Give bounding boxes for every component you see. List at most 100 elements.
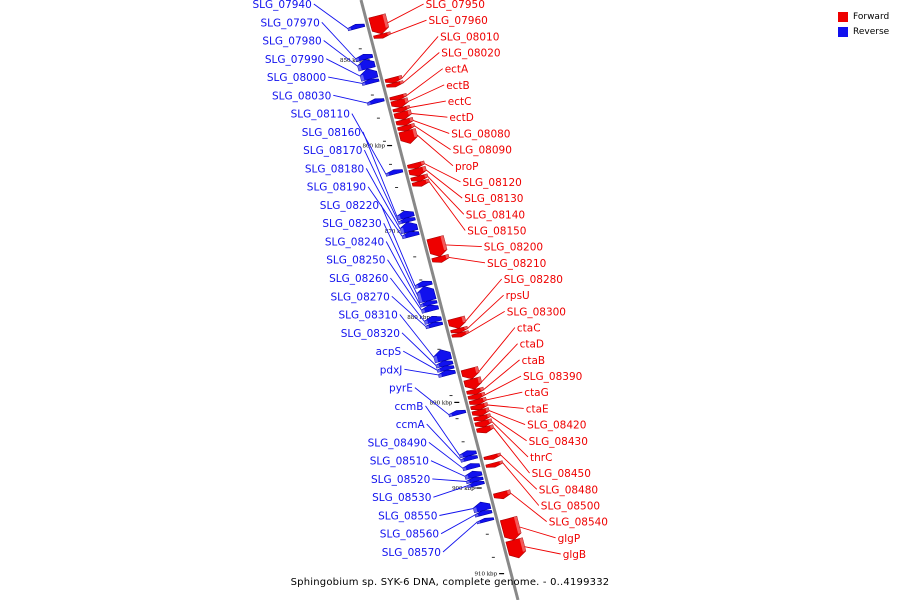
gene-arrow-slg-08110[interactable] bbox=[385, 169, 404, 177]
gene-arrow-slg-08140[interactable] bbox=[410, 173, 429, 182]
gene-arrow-ectb[interactable] bbox=[390, 97, 409, 108]
gene-label-prop[interactable]: proP bbox=[455, 161, 479, 173]
gene-label-slg-08020[interactable]: SLG_08020 bbox=[441, 48, 500, 60]
gene-label-thrc[interactable]: thrC bbox=[530, 452, 552, 464]
gene-arrow-slg-08180[interactable] bbox=[399, 221, 419, 235]
gene-label-pdxj[interactable]: pdxJ bbox=[380, 364, 403, 376]
gene-arrow-thrc[interactable] bbox=[474, 418, 493, 428]
gene-label-ctae[interactable]: ctaE bbox=[526, 403, 549, 415]
gene-arrow-slg-07970[interactable] bbox=[355, 53, 374, 62]
gene-label-slg-08190[interactable]: SLG_08190 bbox=[307, 182, 366, 194]
gene-label-slg-08160[interactable]: SLG_08160 bbox=[302, 127, 361, 139]
gene-label-slg-08420[interactable]: SLG_08420 bbox=[527, 420, 586, 432]
gene-label-ctac[interactable]: ctaC bbox=[517, 323, 541, 335]
gene-arrow-rpsu[interactable] bbox=[450, 325, 469, 334]
gene-label-slg-08500[interactable]: SLG_08500 bbox=[541, 501, 600, 513]
gene-arrow-slg-08240[interactable] bbox=[419, 300, 438, 308]
gene-arrow-slg-08200[interactable] bbox=[426, 235, 448, 257]
gene-label-slg-08240[interactable]: SLG_08240 bbox=[325, 237, 384, 249]
gene-arrow-slg-08080[interactable] bbox=[395, 117, 414, 126]
gene-label-ectb[interactable]: ectB bbox=[446, 80, 470, 92]
gene-label-slg-08090[interactable]: SLG_08090 bbox=[453, 145, 512, 157]
gene-arrow-slg-08540[interactable] bbox=[493, 489, 512, 500]
gene-arrow-slg-08090[interactable] bbox=[397, 123, 416, 132]
gene-arrow-slg-08530[interactable] bbox=[467, 480, 485, 489]
gene-label-rpsu[interactable]: rpsU bbox=[506, 290, 530, 302]
gene-arrow-slg-08230[interactable] bbox=[416, 285, 437, 304]
gene-arrow-slg-08150[interactable] bbox=[411, 178, 430, 187]
gene-label-slg-08480[interactable]: SLG_08480 bbox=[539, 484, 598, 496]
gene-label-slg-08450[interactable]: SLG_08450 bbox=[532, 468, 591, 480]
gene-label-slg-08320[interactable]: SLG_08320 bbox=[341, 328, 400, 340]
gene-arrow-prop[interactable] bbox=[398, 128, 418, 144]
gene-label-slg-08570[interactable]: SLG_08570 bbox=[382, 547, 441, 559]
gene-label-slg-08530[interactable]: SLG_08530 bbox=[372, 492, 431, 504]
gene-label-slg-08200[interactable]: SLG_08200 bbox=[484, 242, 543, 254]
gene-arrow-pdxj[interactable] bbox=[438, 369, 456, 378]
gene-label-slg-08280[interactable]: SLG_08280 bbox=[504, 274, 563, 286]
gene-label-slg-08430[interactable]: SLG_08430 bbox=[529, 436, 588, 448]
gene-arrow-slg-08550[interactable] bbox=[472, 501, 492, 514]
gene-label-slg-08270[interactable]: SLG_08270 bbox=[330, 291, 389, 303]
gene-arrow-slg-08010[interactable] bbox=[384, 75, 403, 84]
gene-arrow-slg-08270[interactable] bbox=[425, 321, 444, 330]
gene-label-acps[interactable]: acpS bbox=[376, 346, 402, 358]
gene-label-slg-08300[interactable]: SLG_08300 bbox=[507, 306, 566, 318]
gene-label-slg-08120[interactable]: SLG_08120 bbox=[463, 177, 522, 189]
gene-arrow-glgp[interactable] bbox=[499, 515, 522, 541]
gene-arrow-glgb[interactable] bbox=[505, 537, 527, 559]
gene-label-slg-08250[interactable]: SLG_08250 bbox=[326, 255, 385, 267]
gene-label-slg-08130[interactable]: SLG_08130 bbox=[464, 193, 523, 205]
gene-arrow-ctad[interactable] bbox=[463, 376, 483, 390]
gene-label-ccma[interactable]: ccmA bbox=[396, 419, 426, 431]
gene-arrow-acps[interactable] bbox=[436, 365, 455, 373]
gene-arrow-slg-08120[interactable] bbox=[407, 160, 425, 169]
gene-arrow-slg-08160[interactable] bbox=[396, 210, 415, 221]
gene-label-slg-08230[interactable]: SLG_08230 bbox=[322, 218, 381, 230]
gene-arrow-slg-08130[interactable] bbox=[408, 165, 427, 177]
gene-label-ctad[interactable]: ctaD bbox=[520, 339, 544, 351]
gene-arrow-slg-08560[interactable] bbox=[474, 510, 493, 518]
gene-arrow-slg-08190[interactable] bbox=[401, 231, 420, 240]
gene-label-slg-07970[interactable]: SLG_07970 bbox=[260, 17, 319, 29]
gene-arrow-pyre[interactable] bbox=[448, 409, 467, 418]
gene-label-slg-07950[interactable]: SLG_07950 bbox=[426, 0, 485, 11]
gene-label-ectc[interactable]: ectC bbox=[448, 96, 472, 108]
gene-arrow-slg-08490[interactable] bbox=[462, 463, 481, 472]
gene-arrow-slg-07960[interactable] bbox=[373, 31, 391, 39]
gene-arrow-slg-08500[interactable] bbox=[485, 460, 504, 468]
gene-label-slg-08150[interactable]: SLG_08150 bbox=[467, 226, 526, 238]
gene-arrow-slg-08510[interactable] bbox=[464, 470, 483, 480]
gene-label-slg-07960[interactable]: SLG_07960 bbox=[429, 15, 488, 27]
gene-arrow-slg-08170[interactable] bbox=[398, 217, 416, 225]
gene-arrow-slg-08250[interactable] bbox=[421, 304, 440, 314]
gene-label-slg-08030[interactable]: SLG_08030 bbox=[272, 90, 331, 102]
gene-label-slg-08510[interactable]: SLG_08510 bbox=[370, 456, 429, 468]
gene-label-slg-08140[interactable]: SLG_08140 bbox=[466, 209, 525, 221]
gene-label-slg-08080[interactable]: SLG_08080 bbox=[451, 128, 510, 140]
gene-arrow-ccma[interactable] bbox=[460, 455, 479, 463]
gene-arrow-slg-08000[interactable] bbox=[361, 78, 380, 86]
gene-label-ccmb[interactable]: ccmB bbox=[395, 401, 424, 413]
gene-label-slg-08110[interactable]: SLG_08110 bbox=[291, 109, 350, 121]
gene-arrow-slg-08390[interactable] bbox=[467, 391, 486, 400]
gene-arrow-slg-08450[interactable] bbox=[476, 424, 495, 434]
gene-arrow-slg-08020[interactable] bbox=[385, 80, 404, 88]
gene-arrow-slg-08220[interactable] bbox=[414, 280, 433, 289]
gene-arrow-slg-07990[interactable] bbox=[359, 68, 379, 82]
gene-arrow-ctag[interactable] bbox=[468, 396, 487, 405]
gene-label-slg-08520[interactable]: SLG_08520 bbox=[371, 474, 430, 486]
gene-arrow-slg-08430[interactable] bbox=[473, 413, 491, 422]
gene-arrow-ctac[interactable] bbox=[460, 366, 480, 380]
gene-arrow-ectc[interactable] bbox=[392, 105, 411, 113]
gene-label-slg-08000[interactable]: SLG_08000 bbox=[267, 72, 326, 84]
gene-label-slg-08550[interactable]: SLG_08550 bbox=[378, 511, 437, 523]
gene-label-ctab[interactable]: ctaB bbox=[522, 355, 546, 367]
gene-arrow-slg-08030[interactable] bbox=[366, 98, 385, 106]
gene-label-slg-07940[interactable]: SLG_07940 bbox=[252, 0, 311, 11]
gene-label-slg-08560[interactable]: SLG_08560 bbox=[380, 529, 439, 541]
gene-label-glgp[interactable]: glgP bbox=[558, 533, 581, 545]
gene-arrow-slg-07950[interactable] bbox=[368, 13, 390, 35]
gene-label-slg-07990[interactable]: SLG_07990 bbox=[265, 54, 324, 66]
gene-label-slg-08540[interactable]: SLG_08540 bbox=[549, 517, 608, 529]
